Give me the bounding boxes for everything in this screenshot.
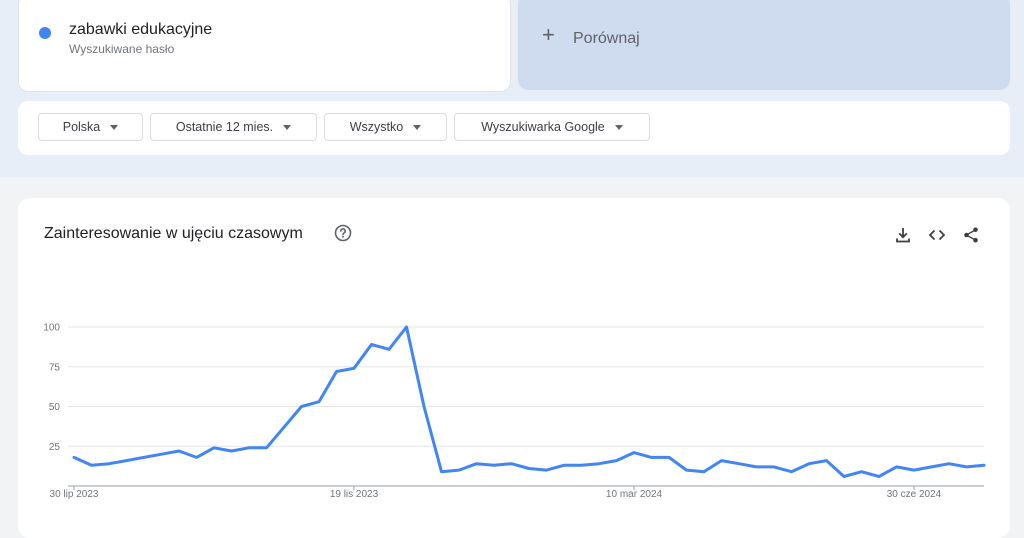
chevron-down-icon xyxy=(283,124,292,130)
chevron-down-icon xyxy=(413,124,422,130)
filter-time-range-label: Ostatnie 12 mies. xyxy=(175,120,274,134)
filter-category-label: Wszystko xyxy=(349,120,404,134)
embed-icon[interactable] xyxy=(928,226,946,244)
filter-search-type[interactable]: Wyszukiwarka Google xyxy=(454,113,650,141)
search-term-type: Wyszukiwane hasło xyxy=(69,42,175,56)
search-term-card[interactable]: zabawki edukacyjne Wyszukiwane hasło xyxy=(18,0,511,92)
help-icon[interactable] xyxy=(334,224,352,242)
search-term-name[interactable]: zabawki edukacyjne xyxy=(69,21,213,38)
filter-region-label: Polska xyxy=(62,120,101,134)
chevron-down-icon xyxy=(614,124,623,130)
series-color-dot xyxy=(39,27,51,39)
filters-bar: Polska Ostatnie 12 mies. Wszystko Wyszuk… xyxy=(18,101,1010,155)
filter-time-range[interactable]: Ostatnie 12 mies. xyxy=(150,113,317,141)
plus-icon: + xyxy=(542,22,555,47)
filter-category[interactable]: Wszystko xyxy=(324,113,447,141)
filter-search-type-label: Wyszukiwarka Google xyxy=(481,120,605,134)
interest-over-time-card: Zainteresowanie w ujęciu czasowym xyxy=(18,198,1010,538)
chart-section-title: Zainteresowanie w ujęciu czasowym xyxy=(44,225,303,242)
download-icon[interactable] xyxy=(894,226,912,244)
filter-region[interactable]: Polska xyxy=(38,113,143,141)
share-icon[interactable] xyxy=(962,226,980,244)
chevron-down-icon xyxy=(110,124,119,130)
compare-button[interactable]: + Porównaj xyxy=(518,0,1010,90)
compare-label: Porównaj xyxy=(573,30,640,47)
